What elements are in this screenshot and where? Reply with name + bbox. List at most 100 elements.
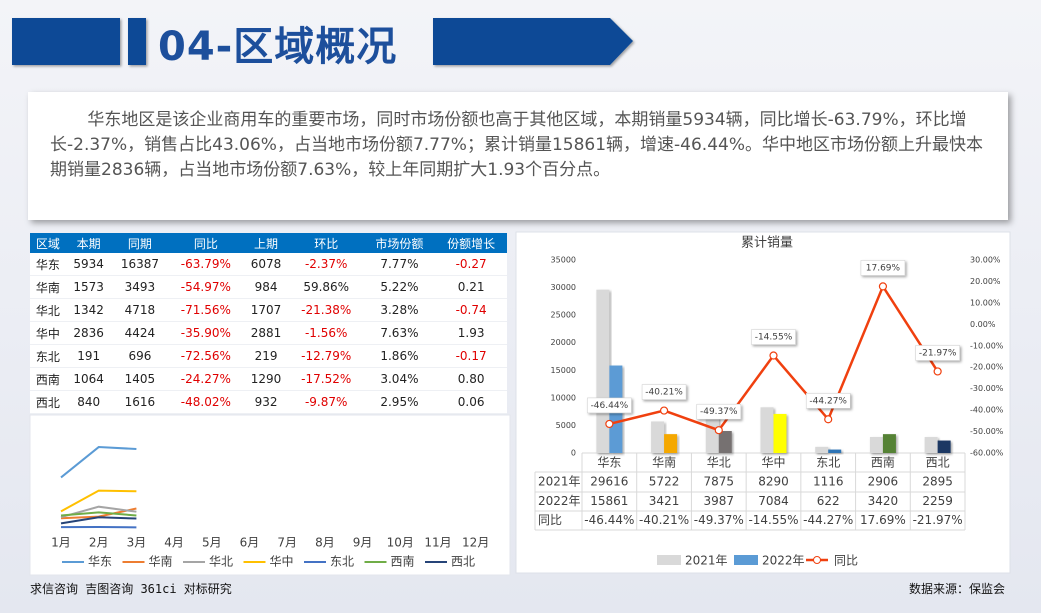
table-value: -14.55% bbox=[748, 513, 798, 527]
bar bbox=[760, 407, 774, 453]
data-label: 17.69% bbox=[866, 263, 901, 273]
legend-label: 华中 bbox=[270, 554, 294, 569]
region-table: 区域 本期 同期 同比 上期 环比 市场份额 份额增长 华东 5934 16387 -63.79% 60… bbox=[30, 233, 507, 414]
bar bbox=[718, 431, 732, 453]
table-cell: 59.86% bbox=[288, 275, 364, 299]
table-cell: 2836 bbox=[65, 321, 112, 345]
legend-label: 2022年 bbox=[762, 554, 805, 568]
series-line bbox=[60, 516, 137, 525]
table-cell: 5934 bbox=[65, 253, 112, 276]
table-cell: 1573 bbox=[65, 275, 112, 299]
data-label-box bbox=[751, 329, 796, 345]
x-tick-label: 3月 bbox=[127, 536, 147, 550]
x-tick-label: 1月 bbox=[51, 536, 71, 550]
x-tick-label: 6月 bbox=[240, 536, 260, 550]
legend-label: 西南 bbox=[391, 554, 415, 569]
data-label-box bbox=[587, 397, 632, 414]
table-row: 华南 1573 3493 -54.97% 984 59.86% 5.22% 0.21 bbox=[30, 275, 507, 299]
table-cell: -12.79% bbox=[288, 344, 364, 368]
header-arrow bbox=[433, 18, 633, 65]
table-cell: -2.37% bbox=[288, 253, 364, 276]
y-tick-label: 0 bbox=[571, 449, 576, 458]
bar bbox=[773, 413, 787, 453]
table-header-cell: 环比 bbox=[288, 233, 364, 253]
data-label: -14.55% bbox=[755, 333, 793, 343]
bar bbox=[651, 421, 665, 453]
x-tick-label: 西北 bbox=[926, 456, 950, 470]
table-cell: 4718 bbox=[111, 298, 169, 322]
table-header-cell: 同比 bbox=[168, 233, 244, 253]
table-cell: -9.87% bbox=[288, 390, 364, 414]
bar bbox=[596, 289, 610, 453]
summary: 华东地区是该企业商用车的重要市场，同时市场份额也高于其他区域，本期销量5934辆… bbox=[28, 92, 1008, 220]
table-cell: 0.06 bbox=[435, 390, 507, 414]
y2-tick-label: -60.00% bbox=[970, 449, 1004, 458]
table-cell: -35.90% bbox=[168, 321, 244, 345]
point bbox=[659, 406, 669, 415]
x-tick-label: 11月 bbox=[424, 536, 451, 550]
y-tick-label: 15000 bbox=[551, 366, 576, 375]
table-value: 5722 bbox=[649, 475, 680, 489]
table-value: 7875 bbox=[704, 475, 735, 489]
table-header-cell: 份额增长 bbox=[435, 233, 507, 253]
table-value: 1116 bbox=[813, 475, 844, 489]
y2-tick-label: 20.00% bbox=[970, 277, 1001, 286]
table-cell: -0.17 bbox=[435, 344, 507, 368]
table-cell: 2.95% bbox=[363, 390, 436, 414]
point bbox=[878, 282, 888, 291]
x-tick-label: 华东 bbox=[597, 456, 621, 470]
table-cell: -72.56% bbox=[168, 344, 244, 368]
table-row: 华东 5934 16387 -63.79% 6078 -2.37% 7.77% -0.27 bbox=[30, 253, 507, 276]
x-tick-label: 西南 bbox=[871, 455, 895, 470]
y-tick-label: 35000 bbox=[551, 256, 576, 265]
table-cell: -63.79% bbox=[168, 253, 244, 276]
table-cell: 219 bbox=[243, 344, 289, 368]
y-tick-label: 30000 bbox=[551, 283, 576, 292]
bar bbox=[937, 440, 951, 453]
x-tick-label: 9月 bbox=[353, 536, 373, 550]
table-cell: -21.38% bbox=[288, 298, 364, 322]
point bbox=[605, 419, 614, 429]
table-cell: 191 bbox=[65, 344, 112, 368]
combo-chart: 累计销量 0 5000 10000 15000 20000 25000 30000 35000… bbox=[534, 236, 1004, 568]
line-chart-box bbox=[29, 414, 511, 576]
table-cell: -1.56% bbox=[288, 321, 364, 345]
data-label-box bbox=[860, 260, 906, 276]
table-cell: 华南 bbox=[30, 275, 66, 299]
point bbox=[769, 351, 778, 360]
x-tick-label: 5月 bbox=[202, 536, 222, 550]
table-row: 华北 1342 4718 -71.56% 1707 -21.38% 3.28% -0.74 bbox=[30, 298, 507, 322]
header-block bbox=[12, 18, 120, 65]
series-line bbox=[60, 489, 137, 513]
legend-swatch bbox=[813, 556, 821, 564]
table-cell: 1.93 bbox=[435, 321, 507, 345]
series-line bbox=[60, 511, 137, 517]
x-tick-label: 4月 bbox=[164, 536, 184, 550]
bar bbox=[869, 436, 883, 453]
table-value: -49.37% bbox=[694, 513, 744, 527]
y2-tick-label: -40.00% bbox=[970, 406, 1004, 415]
data-label: -44.27% bbox=[809, 396, 847, 406]
table-cell: 5.22% bbox=[363, 275, 436, 299]
table-header-cell: 本期 bbox=[65, 233, 112, 253]
x-tick-label: 2月 bbox=[89, 536, 109, 550]
table-value: -46.44% bbox=[584, 513, 634, 527]
table-cell: 东北 bbox=[30, 344, 66, 368]
table-value: 3987 bbox=[704, 494, 735, 508]
y-tick-label: 5000 bbox=[556, 421, 576, 430]
table-cell: 华东 bbox=[30, 253, 66, 276]
table-value: 8290 bbox=[758, 475, 789, 489]
legend-label: 华东 bbox=[88, 555, 112, 569]
table-cell: 984 bbox=[243, 275, 289, 299]
data-label: -40.21% bbox=[645, 388, 683, 398]
table-cell: 1342 bbox=[65, 298, 112, 322]
table-value: 3420 bbox=[868, 494, 899, 508]
y2-tick-label: 10.00% bbox=[970, 298, 1001, 307]
table-cell: 华北 bbox=[30, 298, 66, 322]
table-header-cell: 市场份额 bbox=[363, 233, 436, 253]
y2-tick-label: -20.00% bbox=[970, 363, 1004, 372]
x-tick-label: 12月 bbox=[462, 536, 489, 550]
table-cell: 1707 bbox=[243, 298, 289, 322]
